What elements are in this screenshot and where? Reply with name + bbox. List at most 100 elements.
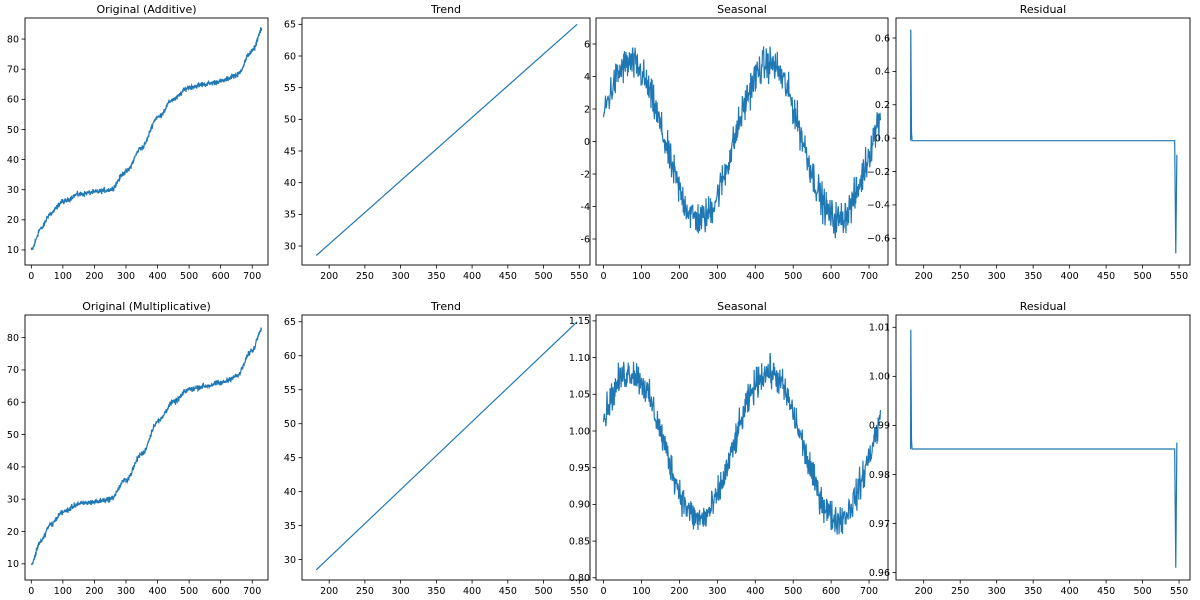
panel-title: Trend — [430, 300, 461, 313]
y-tick-label: -4 — [581, 202, 590, 213]
series-line — [602, 46, 882, 239]
x-tick-label: 200 — [320, 586, 338, 597]
y-tick-label: 30 — [284, 241, 296, 252]
x-tick-label: 100 — [632, 271, 650, 282]
series-line — [31, 327, 263, 566]
y-tick-label: −0.6 — [867, 234, 890, 245]
y-tick-label: 20 — [7, 527, 19, 538]
x-tick-label: 500 — [534, 586, 552, 597]
y-tick-label: −0.2 — [867, 167, 890, 178]
x-tick-label: 400 — [463, 586, 481, 597]
x-tick-label: 450 — [1097, 586, 1115, 597]
y-tick-label: 80 — [7, 333, 19, 344]
x-tick-label: 200 — [915, 586, 933, 597]
x-tick-label: 0 — [28, 271, 34, 282]
panel-title: Residual — [1020, 300, 1066, 313]
x-tick-label: 0 — [601, 271, 607, 282]
y-tick-label: 2 — [584, 104, 590, 115]
y-tick-label: 1.05 — [569, 390, 590, 401]
panel-6: Trend 200 250 300 350 400 450 500 550 30 35 40 45 50 5… — [284, 300, 591, 597]
x-tick-label: 300 — [392, 271, 410, 282]
x-tick-label: 500 — [784, 586, 802, 597]
x-tick-label: 200 — [85, 586, 103, 597]
y-tick-label: 60 — [7, 95, 19, 106]
x-tick-label: 450 — [499, 271, 517, 282]
x-tick-label: 350 — [427, 271, 445, 282]
x-tick-label: 300 — [117, 586, 135, 597]
y-tick-label: 0.80 — [569, 573, 590, 584]
x-tick-label: 700 — [243, 271, 261, 282]
series-line — [909, 29, 1178, 254]
x-tick-label: 450 — [1097, 271, 1115, 282]
panel-title: Original (Multiplicative) — [82, 300, 211, 313]
series-line — [315, 23, 578, 256]
y-tick-label: 65 — [284, 317, 296, 328]
x-tick-label: 0 — [601, 586, 607, 597]
x-tick-label: 300 — [988, 271, 1006, 282]
y-tick-label: 65 — [284, 20, 296, 31]
y-tick-label: 0.99 — [869, 421, 890, 432]
y-tick-label: -2 — [581, 169, 590, 180]
x-tick-label: 200 — [320, 271, 338, 282]
series-line — [602, 352, 882, 535]
y-tick-label: 10 — [7, 559, 19, 570]
x-tick-label: 600 — [822, 586, 840, 597]
panel-title: Seasonal — [717, 300, 767, 313]
axes-frame — [595, 314, 889, 581]
series-line — [30, 27, 263, 251]
axes-frame — [301, 17, 591, 266]
x-tick-label: 250 — [951, 586, 969, 597]
x-tick-label: 600 — [822, 271, 840, 282]
x-tick-label: 600 — [212, 586, 230, 597]
panel-4: Residual 200 250 300 350 400 450 500 550 −0.6 −0.4… — [867, 3, 1191, 282]
axes-frame — [895, 314, 1191, 581]
y-tick-label: 70 — [7, 65, 19, 76]
y-tick-label: 50 — [7, 430, 19, 441]
y-tick-label: 40 — [284, 178, 296, 189]
x-tick-label: 400 — [463, 271, 481, 282]
y-tick-label: 1.00 — [869, 372, 890, 383]
y-tick-label: 40 — [7, 155, 19, 166]
x-tick-label: 700 — [860, 586, 878, 597]
y-tick-label: 60 — [7, 398, 19, 409]
axes-frame — [301, 314, 591, 581]
x-tick-label: 500 — [180, 271, 198, 282]
y-tick-label: 0.6 — [875, 33, 890, 44]
y-tick-label: 55 — [284, 83, 296, 94]
y-tick-label: 1.15 — [569, 316, 590, 327]
x-tick-label: 500 — [784, 271, 802, 282]
x-tick-label: 200 — [670, 586, 688, 597]
y-tick-label: 45 — [284, 453, 296, 464]
x-tick-label: 400 — [1061, 586, 1079, 597]
x-tick-label: 200 — [915, 271, 933, 282]
y-tick-label: 35 — [284, 521, 296, 532]
x-tick-label: 550 — [570, 271, 588, 282]
x-tick-label: 100 — [632, 586, 650, 597]
x-tick-label: 0 — [28, 586, 34, 597]
y-tick-label: 0.0 — [875, 133, 890, 144]
y-tick-label: 1.01 — [869, 323, 890, 334]
y-tick-label: 50 — [284, 115, 296, 126]
x-tick-label: 500 — [534, 271, 552, 282]
y-tick-label: 70 — [7, 365, 19, 376]
series-line — [315, 321, 578, 571]
y-tick-label: 60 — [284, 51, 296, 62]
y-tick-label: 0.2 — [875, 100, 890, 111]
y-tick-label: 10 — [7, 245, 19, 256]
x-tick-label: 300 — [708, 586, 726, 597]
y-tick-label: 4 — [584, 72, 590, 83]
y-tick-label: 1.10 — [569, 353, 590, 364]
y-tick-label: 0.96 — [869, 568, 890, 579]
x-tick-label: 400 — [746, 586, 764, 597]
axes-frame — [24, 314, 269, 581]
x-tick-label: 300 — [988, 586, 1006, 597]
axes-frame — [895, 17, 1191, 266]
x-tick-label: 200 — [85, 271, 103, 282]
panel-1: Original (Additive) 0 100 200 300 400 500 600 70… — [7, 3, 269, 282]
panel-5: Original (Multiplicative) 0 100 200 300 400 50… — [7, 300, 269, 597]
y-tick-label: 50 — [7, 125, 19, 136]
y-tick-label: 20 — [7, 215, 19, 226]
y-tick-label: 0.95 — [569, 463, 590, 474]
x-tick-label: 350 — [427, 586, 445, 597]
